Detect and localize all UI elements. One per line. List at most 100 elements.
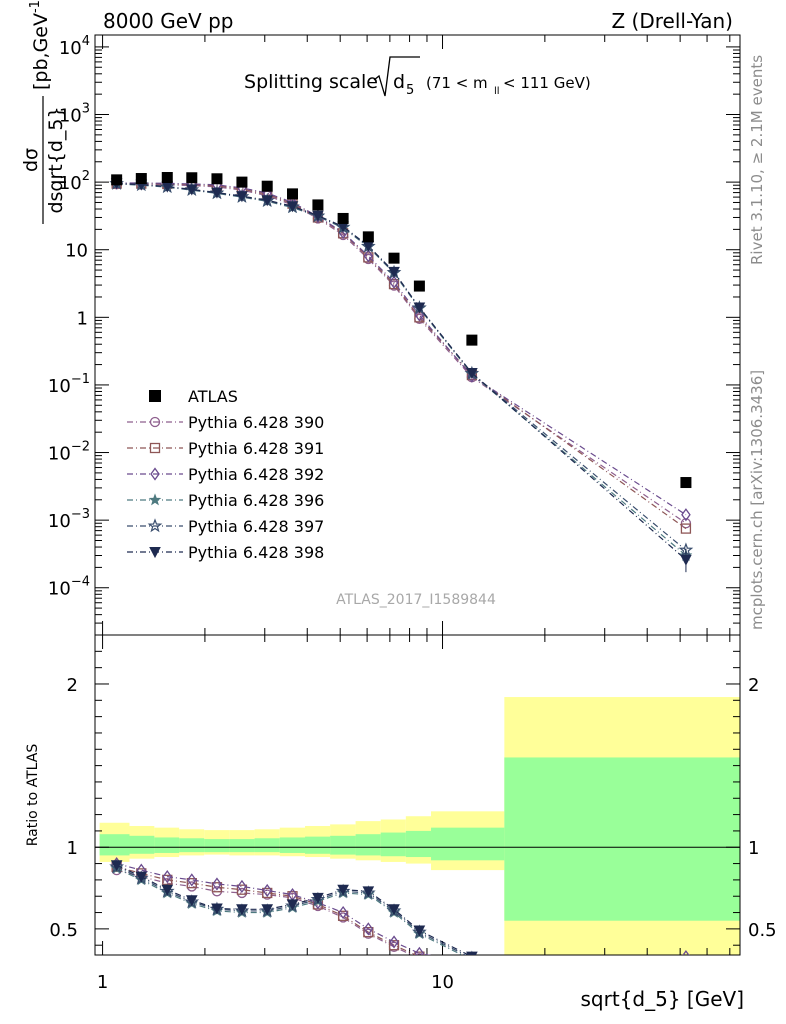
ratio-3-point [186,873,197,887]
legend-marker-6 [149,547,161,559]
legend-label-5: Pythia 6.428 397 [188,517,324,536]
ratio-6-point [261,904,274,916]
ratio-uncertainty-bands [99,697,740,955]
atlas-data-point [161,172,173,184]
band-green-bin [154,837,180,853]
ratio-2-point [414,951,425,955]
atlas-data-point [135,173,147,185]
series-1-point [680,518,692,529]
ratio-line-3 [116,862,432,955]
ratio-2-point [681,972,690,981]
legend-marker-3 [150,467,160,481]
atlas-data-point [261,180,273,192]
mcplots-label: mcplots.cern.ch [arXiv:1306.3436] [748,370,766,630]
ratio-6-point [388,904,400,916]
x-tick-label: 1 [97,972,108,993]
ratio-line-1 [116,869,414,955]
ratio-3-point [414,946,425,955]
legend-marker-4 [148,493,162,506]
series-3-point [363,249,374,263]
title-sqrt-sub: 5 [406,83,414,98]
ratio-3-point [468,958,476,969]
ratio-4-point [471,953,473,955]
band-green-bin [305,836,331,854]
series-6-point [312,210,324,222]
y-axis-label-numerator: dσ [20,148,42,172]
series-6-point [286,201,299,213]
band-green-bin [355,834,381,856]
band-green-bin [504,757,740,921]
y-tick-label: 1 [77,308,88,329]
band-green-bin [431,827,505,861]
ratio-6-point [312,892,324,904]
x-axis-label: sqrt{d_5} [GeV] [581,987,745,1011]
ratio-6-point [185,895,198,907]
band-green-bin [380,832,406,857]
legend-label-3: Pythia 6.428 392 [188,465,324,484]
atlas-data-point [388,252,400,264]
ratio-6-point [135,871,148,883]
y-tick-label: 104 [59,34,90,59]
series-6-point [211,187,223,199]
ratio-y-axis-label: Ratio to ATLAS [25,744,41,847]
series-2-point [680,523,692,534]
atlas-data-point [287,188,299,200]
ratio-6-point [236,904,248,916]
ratio-6-point [110,860,123,872]
y-axis-label-denominator: dsqrt{d_5} [45,106,67,213]
title-text: Splitting scale [244,71,378,93]
atlas-data-point [186,172,198,184]
y-tick-label: 10−4 [48,575,90,600]
band-green-bin [279,837,306,853]
y-axis-label-unit: [pb,GeV-1] [28,0,52,90]
series-6-point [236,191,248,203]
ratio-6-point [413,925,426,937]
ratio-1-point [681,965,690,974]
series-6-point [388,266,400,278]
ratio-3-point [262,883,273,898]
legend-data-label: ATLAS [188,387,238,406]
ratio-6-point [466,951,478,955]
y-tick-label: 10 [65,241,88,262]
atlas-data-point [413,280,425,292]
y-tick-label: 10−3 [48,507,90,532]
analysis-watermark: ATLAS_2017_I1589844 [336,592,496,608]
legend-marker-1 [149,416,161,428]
band-green-bin [330,835,356,855]
legend-label-2: Pythia 6.428 391 [188,439,324,458]
y-tick-label: 10−1 [48,372,90,397]
ratio-tick-label-right: 0.5 [748,920,777,941]
ratio-3-point [389,935,399,949]
title-sqrt-sign [373,56,420,97]
atlas-data-point [236,176,248,188]
band-green-bin [405,830,432,858]
header-right: Z (Drell-Yan) [611,9,733,33]
band-green-bin [129,835,155,854]
ratio-tick-label-left: 0.5 [49,920,78,941]
atlas-data-point [111,174,123,186]
ratio-2-point [363,926,374,938]
ratio-1-point [415,953,424,955]
ratio-6-point [286,899,299,911]
ratio-3-point [212,877,222,891]
atlas-data-point [337,212,349,224]
series-6-point [261,195,274,207]
series-3-point [681,508,691,522]
atlas-data-point [466,334,478,346]
series-6-point [413,302,426,314]
ratio-2-point [186,878,197,889]
atlas-data-point [680,477,692,489]
ratio-2-point [467,957,476,966]
legend: ATLAS Pythia 6.428 390 Pythia 6.428 391 Pyt… [127,387,324,562]
ratio-2-point [262,887,273,899]
legend-label-6: Pythia 6.428 398 [188,543,324,562]
ratio-6-point [211,903,223,915]
band-green-bin [204,839,230,853]
legend-marker-5 [147,518,163,533]
legend-label-1: Pythia 6.428 390 [188,413,324,432]
x-tick-label: 10 [431,972,454,993]
title-sqrt-arg: d [393,71,405,93]
atlas-data-point [362,231,374,243]
